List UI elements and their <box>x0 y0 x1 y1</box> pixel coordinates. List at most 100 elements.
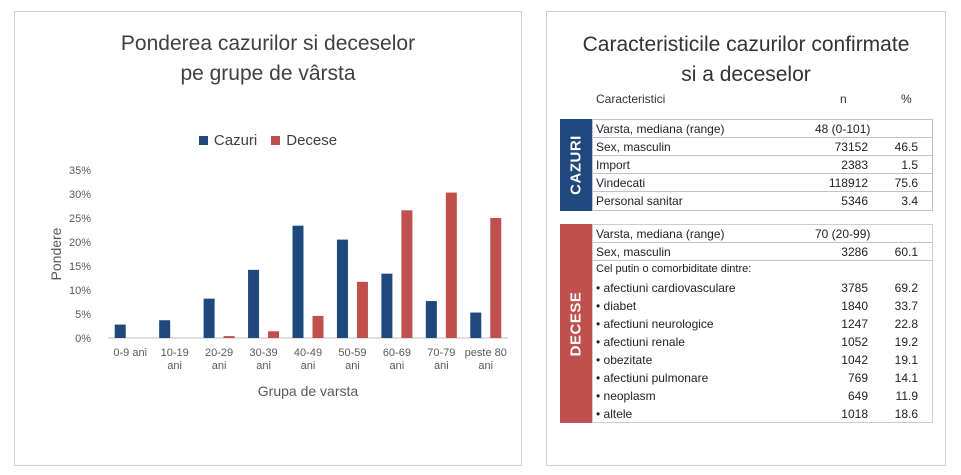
legend-label-cazuri: Cazuri <box>213 132 258 149</box>
y-tick-label: 25% <box>69 213 91 225</box>
decese-row: • altele 1018 18.6 <box>593 405 932 423</box>
decese-row-label: Varsta, mediana (range) <box>596 227 725 241</box>
cazuri-row: Import 2383 1.5 <box>593 156 932 174</box>
bar-cazuri-2 <box>203 298 215 338</box>
legend-label-decese: Decese <box>286 132 338 149</box>
decese-row-label: • afectiuni pulmonare <box>596 371 709 385</box>
bar-decese-8 <box>490 218 502 338</box>
decese-row: • diabet 1840 33.7 <box>593 297 932 315</box>
decese-row-percent: 14.1 <box>894 371 918 385</box>
legend-item-cazuri: Cazuri <box>198 132 258 149</box>
bar-cazuri-7 <box>425 301 437 338</box>
decese-row-n: 70 (20-99) <box>815 227 871 241</box>
decese-row-percent: 60.1 <box>894 245 918 259</box>
decese-row-n: 1052 <box>841 335 868 349</box>
y-tick-label: 0% <box>75 333 91 345</box>
x-tick-label: peste 80 ani <box>465 347 507 372</box>
decese-row-label: • afectiuni renale <box>596 335 685 349</box>
x-tick-label: 40-49 ani <box>294 347 322 372</box>
decese-row-n: 1018 <box>841 407 868 421</box>
decese-row-label: • obezitate <box>596 353 653 367</box>
decese-row-label: Sex, masculin <box>596 245 671 259</box>
cazuri-section-label: CAZURI <box>560 119 592 211</box>
x-tick-label: 20-29 ani <box>205 347 233 372</box>
decese-row: • afectiuni neurologice 1247 22.8 <box>593 315 932 333</box>
y-tick-label: 20% <box>69 237 91 249</box>
bar-decese-4 <box>312 315 324 338</box>
decese-row: • afectiuni renale 1052 19.2 <box>593 333 932 351</box>
legend-item-decese: Decese <box>271 132 337 149</box>
table-panel: Caracteristicile cazurilor confirmate si… <box>546 11 946 466</box>
x-axis-title: Grupa de varsta <box>258 383 359 399</box>
decese-row-label: Cel putin o comorbiditate dintre: <box>596 263 752 275</box>
x-tick-label: 30-39 ani <box>249 347 277 372</box>
decese-row-percent: 69.2 <box>894 281 918 295</box>
decese-table: Varsta, mediana (range) 70 (20-99) Sex, ma… <box>592 224 933 423</box>
cazuri-row-percent: 3.4 <box>901 194 918 208</box>
decese-row-label: • afectiuni neurologice <box>596 317 714 331</box>
cazuri-row-percent: 1.5 <box>901 158 918 172</box>
decese-row-n: 1840 <box>841 299 868 313</box>
decese-row-n: 3785 <box>841 281 868 295</box>
decese-section-label: DECESE <box>560 224 592 423</box>
decese-row-percent: 22.8 <box>894 317 918 331</box>
cazuri-row-label: Vindecati <box>596 176 646 190</box>
y-tick-label: 35% <box>69 165 91 177</box>
cazuri-section-text: CAZURI <box>567 135 585 195</box>
decese-row-n: 769 <box>847 371 868 385</box>
decese-row-n: 649 <box>847 389 868 403</box>
cazuri-row-n: 48 (0-101) <box>815 122 871 136</box>
table-title: Caracteristicile cazurilor confirmate <box>582 33 910 56</box>
decese-row-label: • diabet <box>596 299 637 313</box>
decese-row: • afectiuni pulmonare 769 14.1 <box>593 369 932 387</box>
bar-decese-6 <box>401 210 413 338</box>
decese-section-text: DECESE <box>567 291 585 356</box>
chart-legend: Cazuri Decese <box>15 132 521 149</box>
y-axis-title: Pondere <box>48 227 64 280</box>
decese-row: • obezitate 1042 19.1 <box>593 351 932 369</box>
bar-cazuri-0 <box>114 324 126 338</box>
legend-swatch-cazuri <box>198 136 208 145</box>
cazuri-row-percent: 75.6 <box>894 176 918 190</box>
decese-row-percent: 11.9 <box>895 389 918 403</box>
decese-row-n: 1247 <box>841 317 868 331</box>
bar-cazuri-1 <box>159 320 171 338</box>
decese-row-percent: 19.1 <box>894 353 918 367</box>
x-tick-label: 0-9 ani <box>113 347 147 359</box>
decese-row: • afectiuni cardiovasculare 3785 69.2 <box>593 279 932 297</box>
bar-decese-7 <box>445 192 457 338</box>
bar-cazuri-4 <box>292 225 304 338</box>
y-tick-label: 30% <box>69 189 91 201</box>
decese-row-label: • neoplasm <box>596 389 656 403</box>
decese-row: Cel putin o comorbiditate dintre: <box>593 261 932 279</box>
y-tick-label: 10% <box>69 285 91 297</box>
y-tick-label: 15% <box>69 261 91 273</box>
cazuri-row-label: Import <box>596 158 631 172</box>
bar-cazuri-6 <box>381 273 393 338</box>
x-tick-label: 10-19 ani <box>161 347 189 372</box>
bar-decese-5 <box>356 281 368 338</box>
bar-decese-3 <box>268 331 280 338</box>
y-tick-label: 5% <box>75 309 91 321</box>
table-subtitle: si a deceselor <box>681 63 811 86</box>
cazuri-row-n: 73152 <box>834 140 868 154</box>
decese-row: Sex, masculin 3286 60.1 <box>593 243 932 261</box>
cazuri-row: Personal sanitar 5346 3.4 <box>593 192 932 210</box>
legend-swatch-decese <box>271 136 281 145</box>
bar-decese-2 <box>223 336 235 338</box>
cazuri-row: Vindecati 118912 75.6 <box>593 174 932 192</box>
decese-row-label: • afectiuni cardiovasculare <box>596 281 736 295</box>
x-tick-label: 60-69 ani <box>383 347 411 372</box>
cazuri-row-n: 118912 <box>828 176 868 190</box>
decese-row-percent: 19.2 <box>894 335 918 349</box>
cazuri-row-n: 2383 <box>841 158 868 172</box>
cazuri-row-label: Sex, masculin <box>596 140 671 154</box>
x-tick-label: 50-59 ani <box>338 347 366 372</box>
chart-title: Ponderea cazurilor si deceselor <box>120 32 416 55</box>
decese-row-n: 3286 <box>841 245 868 259</box>
header-percent: % <box>901 92 912 106</box>
x-tick-label: 70-79 ani <box>427 347 455 372</box>
bar-chart: 0% 5% 10% 15% 20% 25% 30% 35% 0-9 ani 10-19 ani 20-… <box>48 165 508 399</box>
cazuri-row: Sex, masculin 73152 46.5 <box>593 138 932 156</box>
bar-cazuri-3 <box>248 269 260 338</box>
